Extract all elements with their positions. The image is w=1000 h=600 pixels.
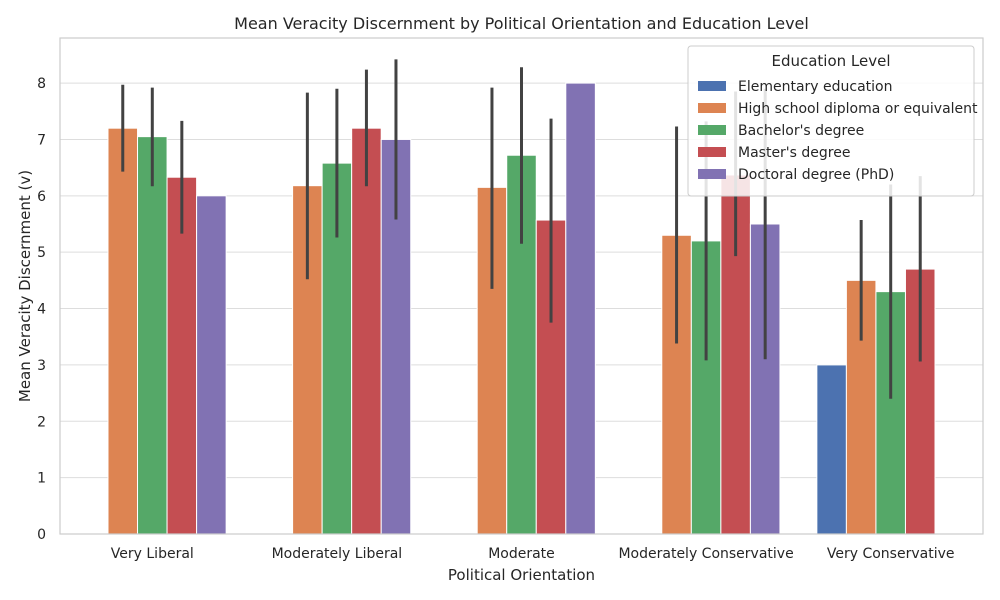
legend-label: Bachelor's degree <box>738 123 864 139</box>
y-tick-label: 6 <box>37 189 46 205</box>
y-tick-label: 8 <box>37 76 46 92</box>
bar <box>137 136 168 535</box>
legend-items: Elementary education High school diploma … <box>698 79 978 183</box>
legend-swatch <box>698 103 726 113</box>
bar <box>904 268 936 535</box>
y-tick-label: 1 <box>37 471 46 487</box>
legend-swatch <box>698 125 726 135</box>
legend-swatch <box>698 169 726 179</box>
y-tick-label: 2 <box>37 414 46 430</box>
legend-label: Master's degree <box>738 145 850 161</box>
legend-label: Doctoral degree (PhD) <box>738 167 894 183</box>
y-tick-labels: 0 1 2 3 4 5 6 7 8 <box>37 76 46 543</box>
y-tick-label: 5 <box>37 245 46 261</box>
y-tick-label: 3 <box>37 358 46 374</box>
x-axis-label: Political Orientation <box>448 566 595 584</box>
y-tick-label: 0 <box>37 527 46 543</box>
y-axis-label: Mean Veracity Discernment (v) <box>16 170 34 402</box>
legend-swatch <box>698 147 726 157</box>
x-tick-label: Moderately Conservative <box>618 546 793 562</box>
legend-title: Education Level <box>771 52 890 70</box>
chart-title: Mean Veracity Discernment by Political O… <box>234 14 809 33</box>
x-tick-label: Moderately Liberal <box>272 546 403 562</box>
legend-swatch <box>698 81 726 91</box>
legend: Education Level Elementary education High… <box>687 45 978 197</box>
x-tick-label: Moderate <box>488 546 555 562</box>
y-tick-label: 4 <box>37 302 46 318</box>
bar <box>196 195 227 535</box>
bar <box>351 127 382 535</box>
bar <box>565 82 596 535</box>
x-tick-label: Very Liberal <box>111 546 194 562</box>
y-tick-label: 7 <box>37 132 46 148</box>
bar <box>816 364 847 535</box>
x-tick-labels: Very Liberal Moderately Liberal Moderate Mo… <box>111 546 955 562</box>
plot-frame <box>59 37 984 535</box>
legend-box <box>687 45 975 197</box>
bars <box>107 82 936 535</box>
bar <box>107 127 139 535</box>
legend-label: High school diploma or equivalent <box>738 101 978 117</box>
x-tick-label: Very Conservative <box>827 546 955 562</box>
legend-label: Elementary education <box>738 79 893 95</box>
